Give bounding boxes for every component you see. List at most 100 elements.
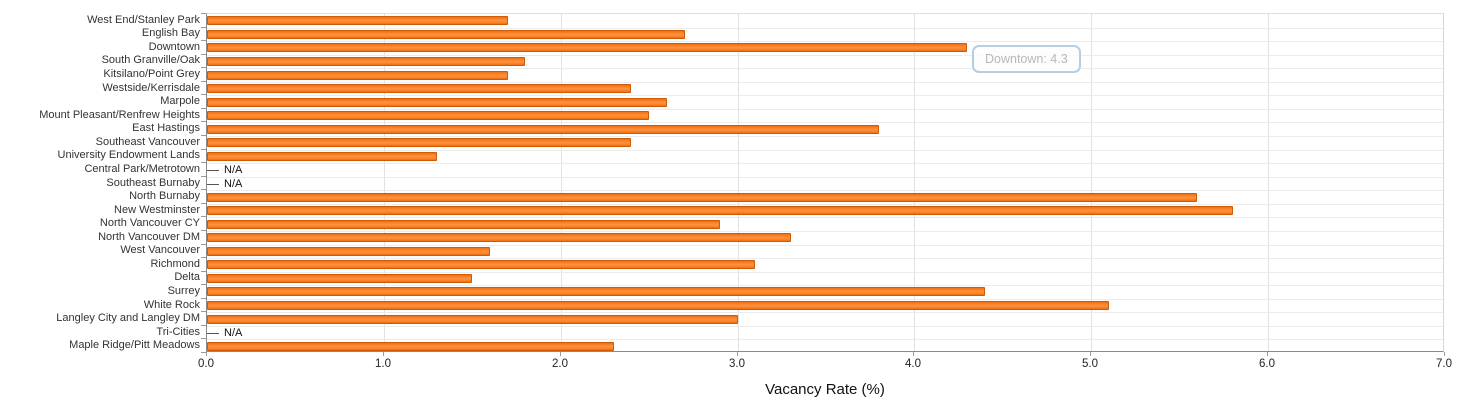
y-axis-tick	[201, 162, 206, 163]
gridline-vertical	[914, 14, 915, 351]
bar[interactable]	[207, 274, 472, 283]
y-axis-tick	[201, 81, 206, 82]
y-axis-label: Marpole	[160, 95, 200, 108]
y-axis-label: New Westminster	[114, 203, 200, 216]
y-axis-label: Surrey	[167, 284, 200, 297]
gridline-horizontal	[207, 245, 1443, 246]
y-axis-tick	[201, 325, 206, 326]
gridline-horizontal	[207, 190, 1443, 191]
bar[interactable]	[207, 315, 738, 324]
gridline-horizontal	[207, 258, 1443, 259]
y-axis-label: North Vancouver CY	[99, 217, 200, 230]
y-axis-tick	[201, 257, 206, 258]
bar[interactable]	[207, 193, 1197, 202]
gridline-horizontal	[207, 231, 1443, 232]
y-axis-tick	[201, 338, 206, 339]
y-axis-tick	[201, 311, 206, 312]
y-axis-tick	[201, 94, 206, 95]
gridline-horizontal	[207, 82, 1443, 83]
bar[interactable]	[207, 43, 967, 52]
gridline-horizontal	[207, 55, 1443, 56]
bar[interactable]	[207, 30, 685, 39]
y-axis-tick	[201, 203, 206, 204]
y-axis-tick	[201, 67, 206, 68]
y-axis-tick	[201, 189, 206, 190]
x-tick-label: 7.0	[1436, 358, 1452, 370]
gridline-vertical	[738, 14, 739, 351]
x-tick-label: 6.0	[1259, 358, 1275, 370]
bar[interactable]	[207, 301, 1109, 310]
y-axis-label: South Granville/Oak	[101, 54, 200, 67]
bar[interactable]	[207, 138, 631, 147]
gridline-horizontal	[207, 312, 1443, 313]
x-tick-label: 4.0	[905, 358, 921, 370]
gridline-horizontal	[207, 339, 1443, 340]
na-dash	[207, 170, 219, 171]
bar[interactable]	[207, 111, 649, 120]
gridline-vertical	[384, 14, 385, 351]
gridline-horizontal	[207, 109, 1443, 110]
y-axis-label: Westside/Kerrisdale	[102, 81, 200, 94]
gridline-horizontal	[207, 136, 1443, 137]
bar[interactable]	[207, 125, 879, 134]
gridline-vertical	[561, 14, 562, 351]
gridline-horizontal	[207, 163, 1443, 164]
bar[interactable]	[207, 71, 508, 80]
na-label: N/A	[224, 327, 243, 339]
bar[interactable]	[207, 84, 631, 93]
gridline-horizontal	[207, 122, 1443, 123]
y-axis-label: Langley City and Langley DM	[56, 312, 200, 325]
x-axis-title: Vacancy Rate (%)	[765, 381, 885, 398]
bar[interactable]	[207, 98, 667, 107]
bar[interactable]	[207, 206, 1233, 215]
gridline-horizontal	[207, 150, 1443, 151]
bar[interactable]	[207, 233, 791, 242]
x-axis-tick	[560, 352, 561, 356]
na-label: N/A	[224, 164, 243, 176]
x-axis-tick	[383, 352, 384, 356]
plot-area: N/A N/A N/A	[206, 13, 1444, 352]
bar[interactable]	[207, 287, 985, 296]
x-tick-label: 0.0	[198, 358, 214, 370]
x-tick-label: 3.0	[729, 358, 745, 370]
gridline-vertical	[1091, 14, 1092, 351]
y-axis-label: Kitsilano/Point Grey	[103, 68, 200, 81]
y-axis-tick	[201, 216, 206, 217]
y-axis-label: Tri-Cities	[156, 325, 200, 338]
y-axis-tick	[201, 230, 206, 231]
y-axis-tick	[201, 54, 206, 55]
y-axis-label: Richmond	[150, 257, 200, 270]
bar[interactable]	[207, 342, 614, 351]
bar[interactable]	[207, 152, 437, 161]
gridline-horizontal	[207, 177, 1443, 178]
y-axis-label: Delta	[174, 271, 200, 284]
tooltip: Downtown: 4.3	[972, 45, 1081, 73]
x-tick-label: 1.0	[375, 358, 391, 370]
y-axis-label: West Vancouver	[120, 244, 200, 257]
gridline-horizontal	[207, 217, 1443, 218]
bar[interactable]	[207, 220, 720, 229]
x-tick-label: 2.0	[552, 358, 568, 370]
bar[interactable]	[207, 16, 508, 25]
y-axis-label: University Endowment Lands	[57, 149, 200, 162]
gridline-vertical	[1268, 14, 1269, 351]
gridline-horizontal	[207, 272, 1443, 273]
x-tick-label: 5.0	[1082, 358, 1098, 370]
y-axis-label: English Bay	[141, 27, 200, 40]
y-axis-label: East Hastings	[132, 122, 200, 135]
bar[interactable]	[207, 260, 755, 269]
y-axis-label: North Vancouver DM	[98, 230, 200, 243]
gridline-horizontal	[207, 95, 1443, 96]
y-axis-tick	[201, 108, 206, 109]
x-axis-tick	[1444, 352, 1445, 356]
bar[interactable]	[207, 247, 490, 256]
y-axis-tick	[201, 149, 206, 150]
y-axis-label: Southeast Vancouver	[95, 135, 200, 148]
y-axis-tick	[201, 244, 206, 245]
bar[interactable]	[207, 57, 525, 66]
y-axis-tick	[201, 284, 206, 285]
gridline-horizontal	[207, 41, 1443, 42]
x-axis-tick	[206, 352, 207, 356]
y-axis-tick	[201, 176, 206, 177]
